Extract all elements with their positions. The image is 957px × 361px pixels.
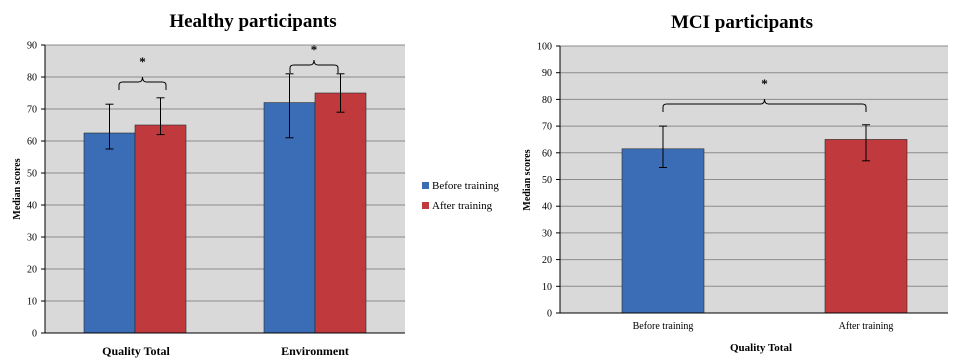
x-axis-label: Quality Total xyxy=(730,342,792,354)
y-axis-label: Median scores xyxy=(12,158,23,219)
y-tick-label: 50 xyxy=(542,175,552,186)
legend-swatch-before xyxy=(422,182,429,189)
category-label: Before training xyxy=(633,321,694,332)
y-tick-label: 90 xyxy=(27,41,37,52)
y-tick-label: 30 xyxy=(542,228,552,239)
significance-bracket xyxy=(662,98,867,112)
y-tick-label: 40 xyxy=(27,201,37,212)
category-label: After training xyxy=(839,321,894,332)
y-tick-label: 30 xyxy=(27,233,37,244)
legend: Before training After training xyxy=(422,180,499,212)
significance-bracket xyxy=(289,59,339,73)
bar xyxy=(621,148,705,314)
y-tick-label: 80 xyxy=(542,95,552,106)
y-tick-label: 80 xyxy=(27,73,37,84)
significance-bracket xyxy=(118,76,167,90)
chart-title: MCI participants xyxy=(671,12,813,33)
category-label: Quality Total xyxy=(102,344,170,358)
legend-label-after: After training xyxy=(432,200,493,212)
significance-marker: * xyxy=(761,76,768,91)
chart-healthy: Healthy participants 0 10 20 30 40 50 60 70 80 90… xyxy=(12,11,405,358)
legend-label-before: Before training xyxy=(432,180,499,192)
y-tick-label: 70 xyxy=(27,105,37,116)
y-tick-label: 20 xyxy=(27,265,37,276)
chart-mci: MCI participants 0102030405060708090100 … xyxy=(522,12,948,354)
y-axis-label: Median scores xyxy=(522,149,533,210)
y-tick-label: 40 xyxy=(542,202,552,213)
y-tick-label: 0 xyxy=(547,309,552,320)
bar xyxy=(824,139,908,314)
significance-marker: * xyxy=(311,42,318,57)
y-tick-label: 0 xyxy=(32,329,37,340)
y-tick-label: 10 xyxy=(542,282,552,293)
y-tick-label: 100 xyxy=(537,42,552,53)
category-label: Environment xyxy=(281,344,349,358)
bar xyxy=(314,92,367,334)
y-tick-label: 10 xyxy=(27,297,37,308)
y-tick-label: 70 xyxy=(542,122,552,133)
y-tick-label: 50 xyxy=(27,169,37,180)
bar xyxy=(83,132,136,334)
legend-swatch-after xyxy=(422,202,429,209)
y-tick-label: 60 xyxy=(542,148,552,159)
significance-marker: * xyxy=(139,54,146,69)
chart-title: Healthy participants xyxy=(169,11,336,32)
bar xyxy=(134,124,187,334)
y-tick-label: 90 xyxy=(542,68,552,79)
y-tick-label: 20 xyxy=(542,255,552,266)
y-tick-label: 60 xyxy=(27,137,37,148)
